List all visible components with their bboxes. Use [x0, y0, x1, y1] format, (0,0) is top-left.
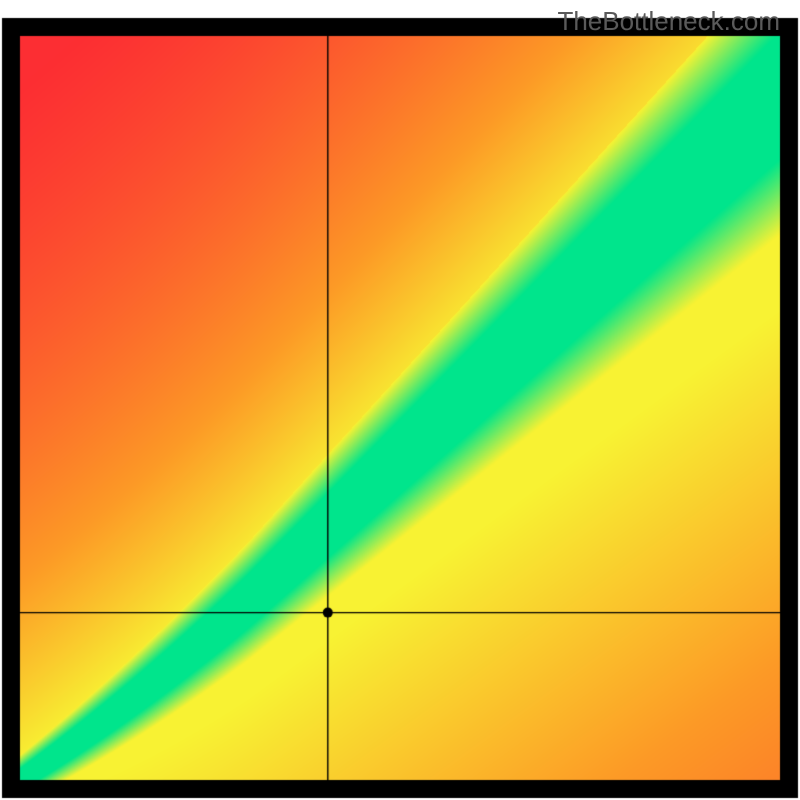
- heatmap-canvas: [0, 0, 800, 800]
- watermark-text: TheBottleneck.com: [557, 6, 780, 37]
- bottleneck-heatmap-container: TheBottleneck.com: [0, 0, 800, 800]
